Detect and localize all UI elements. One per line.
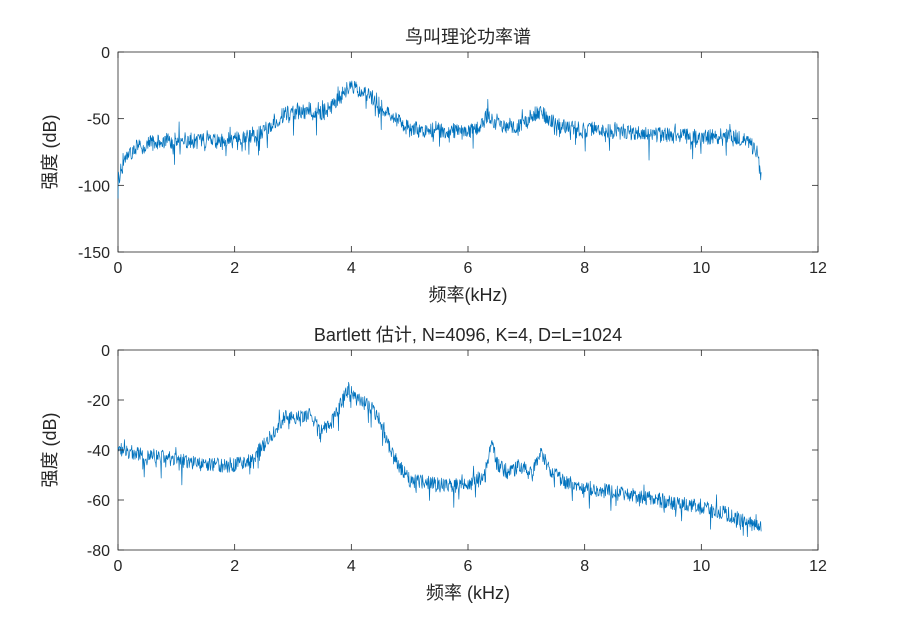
bottom-y-tick-label: -20 (87, 393, 110, 410)
top-x-tick-label: 2 (230, 260, 239, 277)
bottom-y-tick-label: -60 (87, 493, 110, 510)
bottom-x-axis-label: 频率 (kHz) (426, 583, 510, 603)
top-axes-box (117, 51, 819, 253)
top-chart-title: 鸟叫理论功率谱 (405, 27, 531, 47)
top-y-tick-label: -100 (78, 178, 110, 195)
top-y-tick-label: -150 (78, 245, 110, 262)
top-x-tick-label: 0 (114, 260, 123, 277)
bottom-series-line (117, 381, 762, 538)
top-x-axis-label: 频率(kHz) (429, 285, 508, 305)
bottom-x-tick-label: 12 (809, 558, 827, 575)
top-x-tick-label: 12 (809, 260, 827, 277)
bottom-y-tick-label: -40 (87, 443, 110, 460)
top-y-tick-label: 0 (101, 45, 110, 62)
top-series-line (117, 80, 762, 199)
bottom-chart-title: Bartlett 估计, N=4096, K=4, D=L=1024 (314, 325, 622, 345)
top-x-tick-label: 8 (580, 260, 589, 277)
bottom-x-tick-label: 2 (230, 558, 239, 575)
bottom-x-tick-label: 4 (347, 558, 356, 575)
bottom-x-tick-label: 0 (114, 558, 123, 575)
bottom-y-axis-label: 强度 (dB) (40, 412, 60, 487)
bottom-x-tick-label: 10 (692, 558, 710, 575)
top-x-tick-label: 10 (692, 260, 710, 277)
plot-bottom: 0 2 4 6 8 10 12 0 -20 -40 -60 -80 Bartlett 估计, N=409… (40, 325, 827, 603)
bottom-y-tick-label: -80 (87, 543, 110, 560)
bottom-axes-box (117, 349, 819, 551)
bottom-y-tick-label: 0 (101, 343, 110, 360)
bottom-x-tick-label: 8 (580, 558, 589, 575)
top-y-axis-label: 强度 (dB) (40, 114, 60, 189)
top-x-tick-label: 4 (347, 260, 356, 277)
bottom-x-tick-label: 6 (464, 558, 473, 575)
top-x-tick-label: 6 (464, 260, 473, 277)
top-y-tick-label: -50 (87, 112, 110, 129)
